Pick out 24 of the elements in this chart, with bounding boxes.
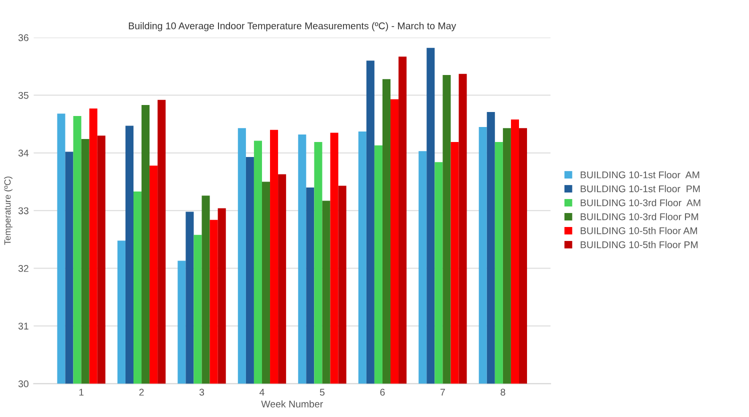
x-tick-label: 2 (139, 388, 144, 396)
y-tick-label: 32 (18, 265, 28, 272)
y-tick-label: 33 (18, 207, 28, 214)
x-tick-label: 7 (440, 388, 445, 396)
y-tick-label: 30 (18, 380, 28, 388)
y-axis-title: Temperature (ºC) (4, 176, 12, 245)
x-tick-label: 3 (199, 388, 204, 396)
y-tick-label: 31 (18, 322, 28, 330)
x-tick-label: 4 (260, 388, 264, 396)
chart-title: Building 10 Average Indoor Temperature Measurements (ºC) - March to May (128, 22, 456, 32)
y-tick-label: 36 (18, 34, 28, 42)
legend-label: BUILDING 10-1st Floor AM (580, 171, 700, 178)
y-tick-label: 35 (18, 92, 28, 99)
legend-label: BUILDING 10-5th Floor PM (580, 241, 698, 248)
legend-label: BUILDING 10-5th Floor AM (580, 227, 697, 234)
y-tick-label: 34 (18, 150, 29, 157)
legend-label: BUILDING 10-3rd Floor AM (580, 199, 700, 206)
x-tick-label: 8 (500, 388, 506, 396)
x-tick-label: 1 (79, 388, 84, 396)
legend-label: BUILDING 10-1st Floor PM (580, 185, 700, 192)
x-tick-label: 6 (380, 388, 385, 396)
x-axis-title: Week Number (261, 400, 323, 408)
legend-label: BUILDING 10-3rd Floor PM (580, 213, 698, 220)
x-tick-label: 5 (320, 388, 325, 396)
